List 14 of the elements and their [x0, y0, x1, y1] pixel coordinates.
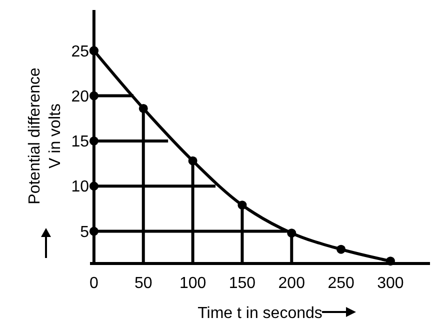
y-tick-label: 25 [71, 43, 90, 60]
y-axis-title: Potential difference V in volts [26, 68, 64, 204]
x-tick-label: 50 [134, 275, 152, 292]
x-tick-label: 0 [89, 275, 98, 292]
x-tick-label: 250 [328, 275, 354, 292]
y-tick-label: 20 [71, 88, 90, 106]
x-tick-label: 150 [228, 275, 256, 292]
x-tick-label: 100 [179, 275, 206, 292]
y-tick-label: 5 [80, 224, 90, 241]
y-tick-label: 10 [71, 178, 90, 196]
x-axis-title: Time t in seconds [198, 304, 322, 322]
y-tick-label: 15 [71, 134, 90, 151]
x-tick-label: 300 [377, 275, 404, 292]
x-tick-label: 200 [278, 275, 306, 292]
